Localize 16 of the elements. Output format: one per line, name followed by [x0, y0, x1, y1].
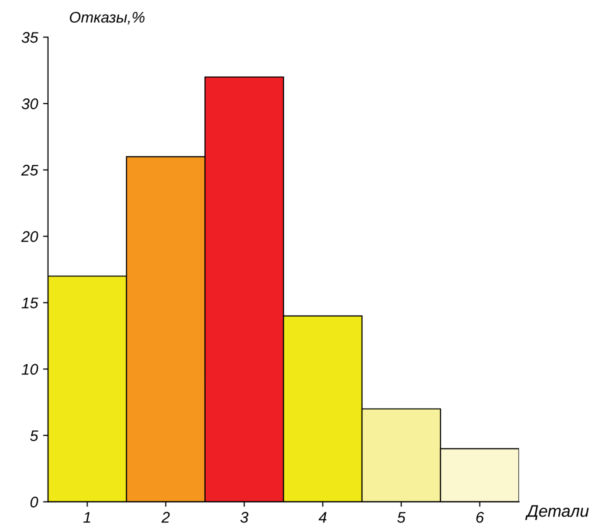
x-tick-label: 6 [476, 512, 484, 523]
y-tick-label: 30 [22, 98, 38, 110]
x-tick-label: 1 [83, 512, 90, 523]
y-tick-label: 20 [21, 231, 38, 242]
y-tick-label: 25 [21, 164, 38, 176]
x-tick-label: 5 [397, 512, 406, 523]
x-tick-label: 3 [240, 512, 248, 523]
y-tick-label: 5 [30, 430, 38, 442]
y-axis-title: Отказы,% [70, 12, 144, 24]
y-tick-label: 0 [30, 496, 38, 508]
y-tick-label: 35 [22, 32, 38, 43]
x-tick-label: 2 [161, 512, 170, 523]
x-tick-label: 4 [318, 512, 326, 523]
y-tick-label: 15 [22, 298, 38, 308]
x-axis-title: Детали [525, 505, 589, 520]
y-tick-label: 10 [22, 364, 38, 375]
